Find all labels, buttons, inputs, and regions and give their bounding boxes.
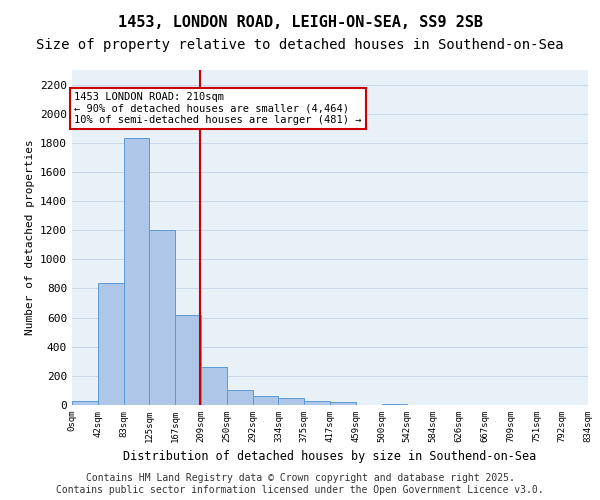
Bar [175, 314, 201, 405]
Bar [72, 400, 98, 405]
Bar [382, 404, 407, 405]
Text: 1453, LONDON ROAD, LEIGH-ON-SEA, SS9 2SB: 1453, LONDON ROAD, LEIGH-ON-SEA, SS9 2SB [118, 15, 482, 30]
Bar [149, 230, 175, 405]
Bar [253, 396, 278, 405]
Y-axis label: Number of detached properties: Number of detached properties [25, 140, 35, 336]
Bar [227, 390, 253, 405]
Bar [278, 398, 304, 405]
Text: Contains HM Land Registry data © Crown copyright and database right 2025.
Contai: Contains HM Land Registry data © Crown c… [56, 474, 544, 495]
Bar [201, 367, 227, 405]
Bar [98, 282, 124, 405]
X-axis label: Distribution of detached houses by size in Southend-on-Sea: Distribution of detached houses by size … [124, 450, 536, 464]
Text: 1453 LONDON ROAD: 210sqm
← 90% of detached houses are smaller (4,464)
10% of sem: 1453 LONDON ROAD: 210sqm ← 90% of detach… [74, 92, 362, 125]
Text: Size of property relative to detached houses in Southend-on-Sea: Size of property relative to detached ho… [36, 38, 564, 52]
Bar [124, 138, 149, 405]
Bar [330, 402, 356, 405]
Bar [304, 400, 330, 405]
